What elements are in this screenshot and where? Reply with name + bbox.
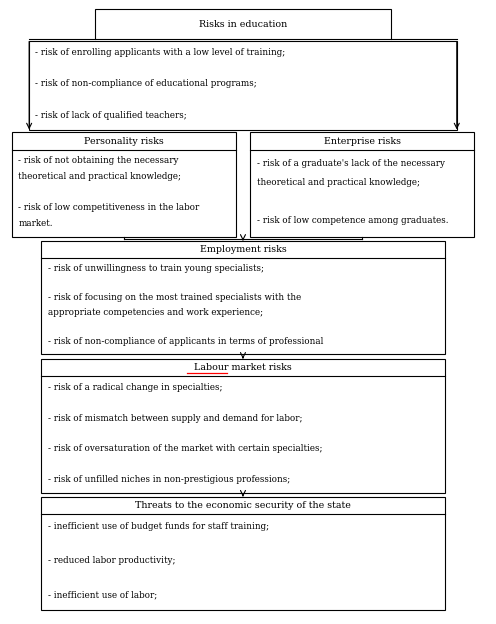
Bar [250,132,474,237]
Bar [12,132,236,237]
Bar [41,241,444,354]
Text: theoretical and practical knowledge;: theoretical and practical knowledge; [256,178,420,187]
Text: - risk of low competence among graduates.: - risk of low competence among graduates… [256,216,448,225]
Text: theoretical and practical knowledge;: theoretical and practical knowledge; [18,172,182,181]
Text: - risk of mismatch between supply and demand for labor;: - risk of mismatch between supply and de… [48,414,302,422]
Text: - risk of not obtaining the necessary: - risk of not obtaining the necessary [18,157,179,165]
Bar [29,41,457,130]
Text: - risk of non-compliance of educational programs;: - risk of non-compliance of educational … [36,79,257,89]
Text: - inefficient use of labor;: - inefficient use of labor; [48,591,157,600]
Text: Risks in education: Risks in education [199,19,287,29]
Text: - risk of low competitiveness in the labor: - risk of low competitiveness in the lab… [18,203,200,212]
Text: - risk of non-compliance of applicants in terms of professional: - risk of non-compliance of applicants i… [48,337,323,346]
Text: Threats to the economic security of the state: Threats to the economic security of the … [135,501,351,510]
Bar [41,497,444,610]
Text: appropriate competencies and work experience;: appropriate competencies and work experi… [48,308,263,317]
Text: - risk of oversaturation of the market with certain specialties;: - risk of oversaturation of the market w… [48,444,322,453]
Bar [95,9,391,39]
Bar [41,359,444,493]
Text: Labour market risks: Labour market risks [194,363,292,372]
Text: - risk of enrolling applicants with a low level of training;: - risk of enrolling applicants with a lo… [36,47,286,57]
Text: Personality risks: Personality risks [84,137,164,145]
Text: - risk of a graduate's lack of the necessary: - risk of a graduate's lack of the neces… [256,159,444,168]
Text: - risk of focusing on the most trained specialists with the: - risk of focusing on the most trained s… [48,293,301,303]
Text: - risk of unfilled niches in non-prestigious professions;: - risk of unfilled niches in non-prestig… [48,475,290,484]
Text: - reduced labor productivity;: - reduced labor productivity; [48,557,175,565]
Text: market.: market. [18,219,53,228]
Text: - risk of unwillingness to train young specialists;: - risk of unwillingness to train young s… [48,265,263,273]
Text: - inefficient use of budget funds for staff training;: - inefficient use of budget funds for st… [48,522,269,531]
Text: - risk of lack of qualified teachers;: - risk of lack of qualified teachers; [36,111,187,120]
Text: - risk of a radical change in specialties;: - risk of a radical change in specialtie… [48,383,222,392]
Text: Enterprise risks: Enterprise risks [323,137,401,145]
Text: Employment risks: Employment risks [199,245,286,254]
